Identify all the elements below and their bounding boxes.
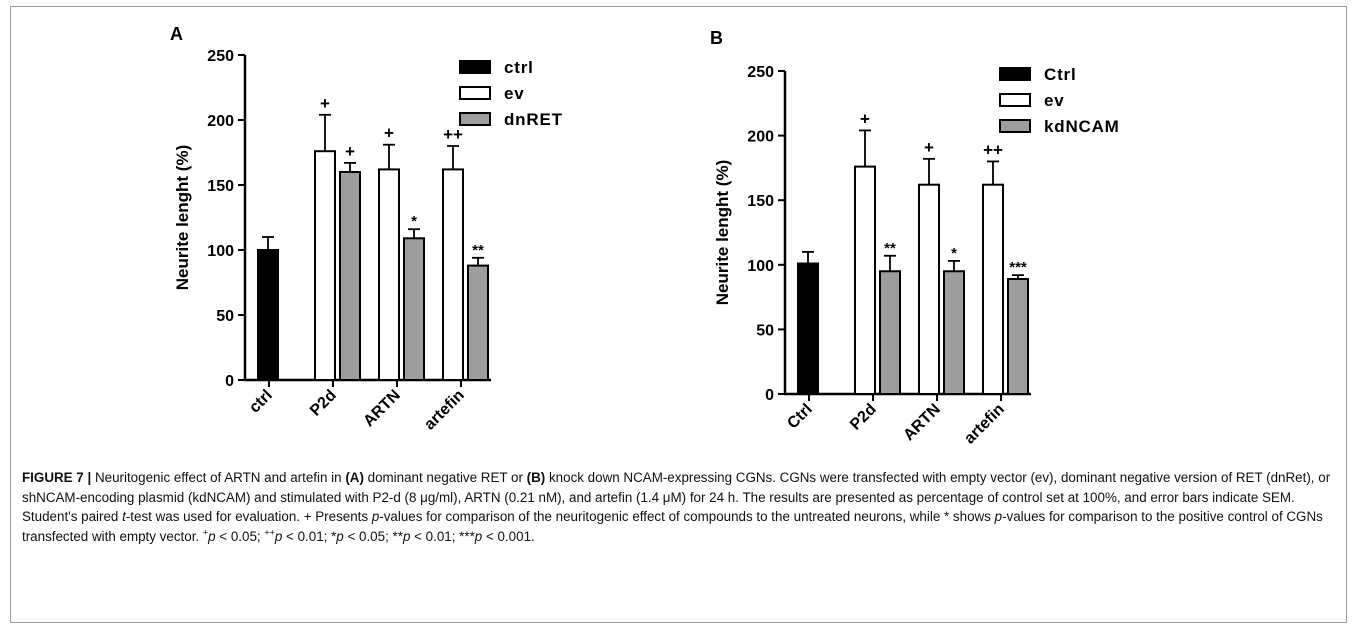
legend-label: ev [1044, 91, 1065, 110]
caption-p-italic-4: p [274, 528, 283, 544]
legend-swatch [999, 119, 1031, 133]
significance-annotation: + [860, 109, 870, 128]
legend-label: kdNCAM [1044, 117, 1120, 136]
y-tick-label: 250 [747, 64, 774, 81]
caption-figure-label: FIGURE 7 | [22, 470, 92, 485]
y-tick-label: 150 [747, 193, 774, 210]
significance-annotation: * [951, 245, 957, 262]
significance-annotation: + [924, 138, 934, 157]
significance-annotation: ++ [983, 140, 1003, 159]
y-tick-label: 150 [207, 178, 234, 195]
bar [1007, 278, 1029, 395]
caption-text-3: knock down NCAM-expressing CGNs. CGNs we… [22, 470, 1331, 524]
y-axis-label: Neurite lenght (%) [713, 160, 732, 305]
legend-swatch [459, 112, 491, 126]
bar [378, 168, 400, 381]
y-tick-label: 0 [765, 387, 774, 404]
bar [943, 270, 965, 395]
bar [257, 249, 279, 381]
significance-annotation: ++ [443, 125, 463, 144]
y-tick-label: 200 [747, 129, 774, 146]
significance-annotation: *** [1009, 259, 1027, 276]
caption-text-2: dominant negative RET or [363, 470, 527, 485]
caption-text-6: -values for comparison to the positive c… [22, 509, 1323, 544]
caption-text-10: < 0.01; *** [410, 528, 475, 544]
y-tick-label: 250 [207, 48, 234, 65]
legend-label: dnRET [504, 110, 563, 129]
x-tick-label: ctrl [246, 387, 276, 417]
bar [982, 183, 1004, 395]
legend-label: ctrl [504, 58, 534, 77]
caption-t-italic: t [122, 509, 126, 524]
y-tick-label: 0 [225, 373, 234, 390]
y-axis-label: Neurite lenght (%) [173, 145, 192, 290]
caption-p-italic-6: p [402, 528, 411, 544]
figure-caption: FIGURE 7 | Neuritogenic effect of ARTN a… [22, 468, 1332, 546]
significance-annotation: + [384, 124, 394, 143]
legend-swatch [999, 67, 1031, 81]
caption-text-11: < 0.001. [482, 528, 535, 544]
legend-swatch [459, 60, 491, 74]
significance-annotation: * [411, 213, 417, 230]
legend-swatch [459, 86, 491, 100]
x-tick-label: ARTN [360, 387, 403, 430]
bar [442, 168, 464, 381]
x-tick-label: artefin [421, 387, 468, 434]
caption-text-4: -test was used for evaluation. + Present… [125, 509, 372, 524]
caption-p-italic-5: p [336, 528, 344, 544]
bar [467, 264, 489, 382]
y-tick-label: 100 [747, 258, 774, 275]
significance-annotation: + [345, 142, 355, 161]
caption-p-italic-3: p [208, 528, 216, 544]
bar [339, 171, 361, 381]
y-tick-label: 200 [207, 113, 234, 130]
figure-frame [10, 6, 1347, 623]
bar [918, 183, 940, 395]
caption-panel-a-ref: (A) [345, 470, 364, 485]
chart-panel-b: B Neurite lenght (%) 0 50 100 150 200 250 Ctrl P2… [710, 28, 1120, 448]
bar [797, 262, 819, 395]
legend-swatch [999, 93, 1031, 107]
caption-text-1: Neuritogenic effect of ARTN and artefin … [91, 470, 346, 485]
caption-p-italic-7: p [474, 528, 483, 544]
significance-annotation: + [320, 94, 330, 113]
y-tick-label: 50 [216, 308, 234, 325]
significance-annotation: ** [884, 240, 896, 257]
x-tick-label: artefin [961, 401, 1008, 448]
x-tick-label: P2d [307, 387, 340, 420]
caption-sup-1: + [202, 527, 209, 538]
chart-panel-a: A Neurite lenght (%) 0 50 100 150 200 250 ctrl P2… [170, 24, 563, 434]
caption-text-5: -values for comparison of the neuritogen… [379, 509, 995, 524]
caption-p-italic-1: p [371, 509, 380, 524]
caption-text-8: < 0.01; * [282, 528, 337, 544]
caption-sup-2: ++ [264, 527, 275, 538]
significance-annotation: ** [472, 242, 484, 259]
bar [854, 165, 876, 395]
panel-label: B [710, 28, 723, 48]
legend-label: ev [504, 84, 525, 103]
caption-panel-b-ref: (B) [526, 470, 546, 485]
bar [879, 270, 901, 395]
x-tick-label: ARTN [900, 401, 943, 444]
x-tick-label: P2d [847, 401, 880, 434]
caption-text-7: < 0.05; [215, 528, 265, 544]
y-tick-label: 50 [756, 322, 774, 339]
y-tick-label: 100 [207, 243, 234, 260]
caption-text-9: < 0.05; ** [343, 528, 403, 544]
bar [403, 237, 425, 381]
caption-p-italic-2: p [994, 509, 1003, 524]
legend-label: Ctrl [1044, 65, 1076, 84]
x-tick-label: Ctrl [784, 401, 816, 433]
panel-label: A [170, 24, 183, 44]
bar [314, 150, 336, 381]
